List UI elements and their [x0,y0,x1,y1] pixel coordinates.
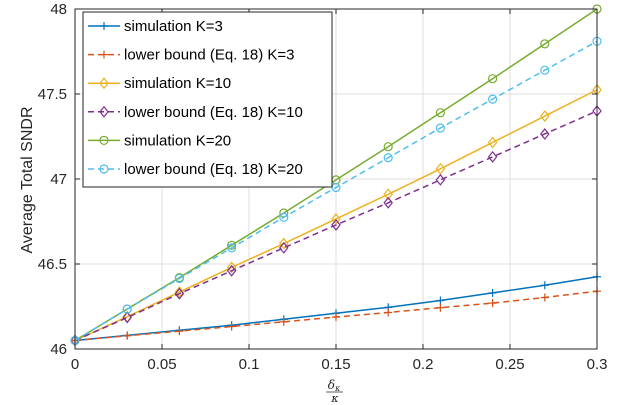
data-point-circle [488,74,498,84]
data-point-diamond [540,127,550,140]
y-tick-label: 46 [50,341,67,358]
y-tick-label: 46.5 [38,256,67,273]
data-point-plus [332,313,340,322]
data-point-diamond [487,136,498,149]
data-point-plus [436,303,445,312]
data-point-circle [99,135,109,145]
data-point-circle [99,164,109,174]
data-point-diamond [383,188,393,201]
data-point-diamond [487,150,498,163]
series-line [74,110,598,342]
series-1 [71,287,601,345]
data-point-diamond [435,162,446,175]
legend-item-5: lower bound (Eq. 18) K=20 [88,161,303,178]
data-point-circle [122,304,132,314]
x-tick-label: 0.1 [239,356,260,373]
data-point-diamond [226,261,237,274]
data-point-plus [540,293,549,302]
data-point-plus [540,281,549,290]
legend-item-0: simulation K=3 [88,18,223,35]
axis-ticks: 0 0.05 0.1 0.15 0.2 0.25 0.3 46 46.5 47 47.5 48 [38,1,608,373]
y-axis-label: Average Total SNDR [19,106,36,253]
data-point-circle [227,243,237,253]
data-point-circle [383,142,393,152]
x-tick-label: 0.2 [413,356,434,373]
legend-label: lower bound (Eq. 18) K=20 [124,161,303,178]
data-point-diamond [122,311,132,324]
legend: simulation K=3 lower bound (Eq. 18) K=3 si… [82,11,333,188]
data-point-diamond [174,286,185,299]
data-point-circle [540,39,550,49]
legend-label: lower bound (Eq. 18) K=10 [124,104,303,121]
data-point-circle [435,123,445,133]
legend-label: lower bound (Eq. 18) K=3 [124,47,295,64]
data-point-plus [279,317,288,326]
series-line [74,40,598,342]
x-axis-label: δκ κ [326,378,343,405]
legend-label: simulation K=10 [124,75,231,92]
series-layer [70,4,602,347]
data-point-diamond [383,196,393,209]
data-point-circle [174,273,184,284]
x-tick-label: 0.15 [321,356,350,373]
data-point-plus [384,308,393,317]
x-label-numerator-sub: κ [334,384,341,393]
data-point-plus [100,22,108,30]
data-point-plus [436,296,445,305]
data-point-plus [488,288,497,297]
data-point-diamond [435,173,446,186]
data-point-diamond [99,105,109,118]
data-point-plus [100,50,108,59]
data-point-diamond [99,77,109,90]
data-point-circle [488,94,498,104]
data-point-circle [279,212,289,222]
y-tick-label: 47 [50,171,67,188]
series-5 [70,36,602,346]
series-3 [70,105,602,347]
y-tick-label: 48 [50,1,67,18]
data-point-diamond [540,110,550,123]
legend-item-2: simulation K=10 [88,75,231,92]
x-label-denominator: κ [330,392,339,405]
legend-label: simulation K=3 [124,18,223,35]
x-label-numerator: δκ [328,378,341,393]
y-tick-label: 47.5 [38,86,67,103]
legend-items: simulation K=3 lower bound (Eq. 18) K=3 si… [88,18,303,178]
data-point-diamond [279,237,289,250]
data-point-diamond [279,241,289,254]
legend-label: simulation K=20 [124,132,231,149]
data-point-circle [435,108,445,118]
data-point-diamond [331,212,341,225]
data-point-plus [123,331,132,340]
data-point-diamond [174,287,185,300]
legend-item-4: simulation K=20 [88,132,231,149]
data-point-circle [227,240,237,250]
data-point-diamond [331,218,341,231]
data-point-plus [227,322,236,331]
data-point-plus [175,327,184,336]
legend-item-1: lower bound (Eq. 18) K=3 [88,47,295,64]
data-point-circle [540,65,550,75]
data-point-plus [488,299,497,308]
x-tick-label: 0.25 [495,356,524,373]
x-tick-label: 0.05 [147,356,176,373]
x-label-numerator-main: δ [328,378,335,392]
data-point-diamond [226,264,237,277]
data-point-circle [383,153,393,163]
legend-item-3: lower bound (Eq. 18) K=10 [88,104,303,121]
x-tick-label: 0 [71,356,79,373]
legend-box [82,11,333,188]
x-tick-label: 0.3 [587,356,608,373]
